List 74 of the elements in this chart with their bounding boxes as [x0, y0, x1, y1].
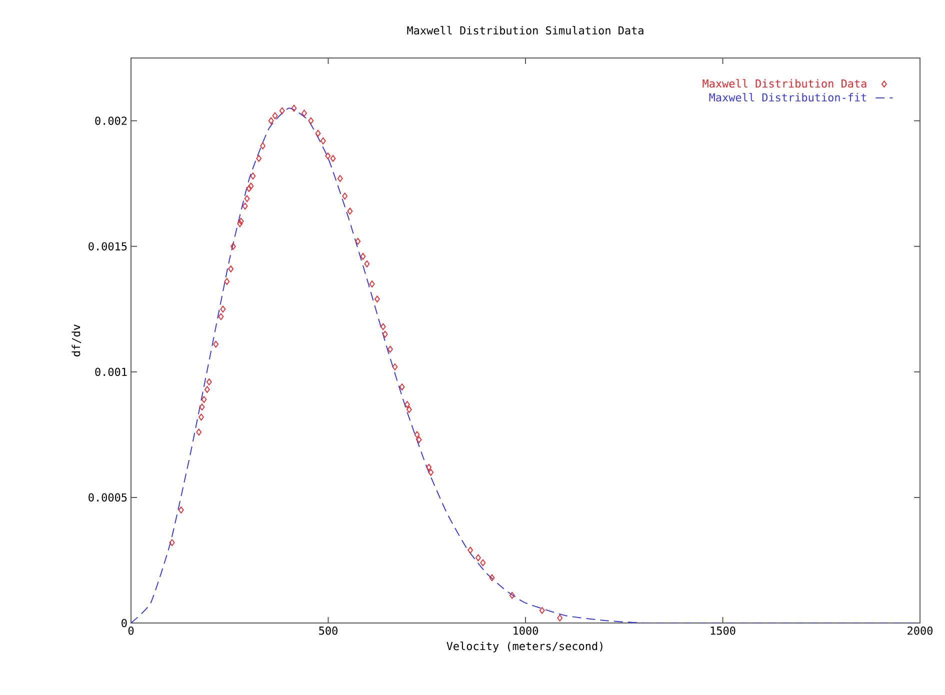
point [539, 607, 545, 614]
x-tick-label: 1500 [710, 626, 736, 635]
y-tick-label: 0.0015 [88, 242, 127, 250]
point [199, 404, 205, 410]
point [509, 592, 515, 599]
point [256, 155, 262, 162]
y-tick-label: 0.002 [95, 116, 127, 125]
point [206, 378, 212, 386]
point [404, 401, 410, 408]
point [218, 313, 224, 320]
point [426, 464, 432, 471]
point [330, 155, 336, 162]
point [246, 185, 252, 192]
point [178, 506, 184, 514]
point [169, 539, 175, 546]
point [250, 172, 256, 180]
point [268, 117, 274, 124]
point [382, 330, 388, 338]
point [364, 260, 370, 268]
chart-title: Maxwell Distribution Simulation Data [407, 26, 644, 35]
point [468, 546, 473, 554]
point [198, 414, 204, 421]
point [315, 130, 321, 137]
x-tick-label: 2000 [908, 626, 932, 635]
legend-label: Maxwell Distribution-fit [709, 93, 866, 102]
point [392, 363, 398, 370]
point [242, 202, 248, 210]
x-tick-label: 1000 [514, 626, 538, 635]
point [230, 242, 236, 250]
point [260, 142, 266, 150]
x-axis-title: Velocity (meters/second) [446, 642, 602, 652]
point [360, 252, 366, 260]
point [213, 340, 219, 348]
point [201, 396, 207, 403]
point [238, 218, 244, 225]
point [237, 220, 243, 228]
point [272, 112, 278, 120]
point [301, 110, 307, 117]
point [279, 107, 285, 114]
y-axis-title: df/dv [72, 324, 82, 356]
point [320, 137, 326, 144]
point [204, 386, 210, 393]
point [388, 346, 393, 353]
point [248, 182, 254, 190]
point [224, 278, 230, 285]
y-tick-label: 0 [122, 618, 127, 628]
point [196, 428, 202, 436]
point [369, 280, 375, 288]
point [228, 265, 234, 272]
point [342, 192, 348, 200]
point [416, 436, 422, 444]
point [380, 323, 386, 330]
point [308, 117, 314, 124]
point [325, 152, 331, 160]
point [374, 296, 380, 302]
x-tick-label: 0 [128, 626, 134, 635]
point [489, 574, 495, 582]
x-tick-label: 500 [319, 626, 338, 635]
point [244, 195, 250, 202]
point [355, 238, 361, 245]
point [480, 559, 486, 566]
point [291, 104, 297, 112]
point [337, 175, 343, 182]
point [475, 554, 481, 562]
legend-label: Maxwell Distribution Data [702, 79, 866, 88]
y-tick-label: 0.0005 [88, 493, 127, 502]
point [347, 208, 353, 215]
point [428, 468, 434, 476]
y-tick-label: 0.001 [95, 368, 127, 376]
point [406, 406, 412, 413]
point [220, 306, 226, 313]
point [557, 614, 563, 622]
point [399, 384, 405, 390]
point [414, 431, 420, 438]
